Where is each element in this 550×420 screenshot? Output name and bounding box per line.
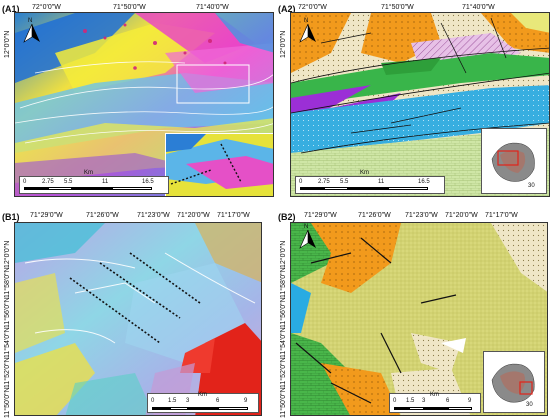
panel-b2-geologic-map: 30 0 1.5 3 6 9 Km	[290, 222, 548, 416]
b1-scale-seg-4	[218, 407, 248, 410]
b1-scale-label-4: 9	[244, 398, 248, 404]
b1-scale-seg-1	[152, 407, 170, 410]
a1-top-tick-2: 71°50'0"W	[113, 4, 146, 11]
b1-image	[15, 223, 261, 415]
b1-left-tick-1: 12°0'0"N	[4, 240, 11, 268]
b1-scale-label-1: 1.5	[168, 398, 177, 404]
a1-top-tick-1: 72°0'0"W	[32, 4, 61, 11]
a1-scale-bar: 0 2.75 5.5 11 16.5 Km	[19, 170, 169, 194]
b1-left-tick-3: 11°56'0"N	[4, 297, 11, 328]
b2-top-tick-5: 71°17'0"W	[485, 212, 518, 219]
a2-scale-label-4: 16.5	[418, 179, 430, 185]
a1-north-label: N	[28, 18, 33, 24]
b1-top-tick-4: 71°20'0"W	[177, 212, 210, 219]
a1-scale-seg-4	[112, 187, 152, 190]
a1-zoom-inset	[165, 133, 273, 196]
b1-left-tick-4: 11°54'0"N	[4, 327, 11, 358]
b1-left-tick-6: 11°50'0"N	[4, 387, 11, 418]
b1-scale-label-0: 0	[151, 398, 155, 404]
a1-scale-seg-3	[72, 187, 112, 190]
b2-top-tick-1: 71°29'0"W	[304, 212, 337, 219]
panel-a1-label: (A1)	[2, 4, 20, 14]
a1-scale-label-1: 2.75	[42, 179, 54, 185]
b2-scale-label-4: 9	[468, 398, 472, 404]
b1-top-tick-1: 71°29'0"W	[30, 212, 63, 219]
b1-left-tick-2: 11°58'0"N	[4, 267, 11, 298]
panel-a2-label: (A2)	[278, 4, 296, 14]
b1-scale-label-3: 6	[216, 398, 220, 404]
a2-top-tick-2: 71°50'0"W	[381, 4, 414, 11]
b2-north-arrow-icon	[298, 228, 318, 250]
a2-scale-label-1: 2.75	[318, 179, 330, 185]
panel-b2-label: (B2)	[278, 212, 296, 222]
a2-scale-bar: 0 2.75 5.5 11 16.5 Km	[295, 170, 445, 194]
a1-scale-seg-2	[48, 187, 72, 190]
b2-location-inset: 30	[483, 351, 545, 413]
panel-b1-label: (B1)	[2, 212, 20, 222]
a2-top-tick-1: 72°0'0"W	[298, 4, 327, 11]
b2-scale-seg-1	[394, 407, 409, 410]
b2-scale-bar: 0 1.5 3 6 9 Km	[389, 392, 481, 413]
b2-scale-seg-3	[424, 407, 448, 410]
b2-scale-seg-2	[409, 407, 424, 410]
b1-scale-seg-3	[188, 407, 218, 410]
b2-top-tick-2: 71°26'0"W	[358, 212, 391, 219]
a1-scale-label-2: 5.5	[64, 179, 73, 185]
a2-scale-label-2: 5.5	[340, 179, 349, 185]
b1-left-tick-5: 11°52'0"N	[4, 357, 11, 388]
b2-scale-label-3: 6	[446, 398, 450, 404]
a1-scale-seg-1	[24, 187, 48, 190]
a2-top-tick-3: 71°40'0"W	[462, 4, 495, 11]
a1-scale-unit: Km	[84, 170, 93, 176]
a1-north-arrow-icon	[22, 22, 42, 44]
a2-scale-seg-4	[388, 187, 428, 190]
b1-top-tick-2: 71°26'0"W	[86, 212, 119, 219]
b2-top-tick-4: 71°20'0"W	[445, 212, 478, 219]
b2-scale-unit: Km	[430, 392, 439, 398]
panel-b1-satellite-map: 0 1.5 3 6 9 Km	[14, 222, 262, 416]
a1-scale-label-4: 16.5	[142, 179, 154, 185]
b2-left-tick-6: 11°50'0"N	[280, 387, 287, 418]
b2-left-tick-2: 11°58'0"N	[280, 267, 287, 298]
a2-scale-seg-3	[348, 187, 388, 190]
a1-scale-label-0: 0	[23, 179, 27, 185]
b2-top-tick-3: 71°23'0"W	[405, 212, 438, 219]
a2-left-tick-1: 12°0'0"N	[280, 30, 287, 58]
a1-scale-label-3: 11	[102, 179, 109, 185]
b1-top-tick-3: 71°23'0"W	[137, 212, 170, 219]
a2-location-inset: 30	[481, 128, 547, 194]
a2-scale-seg-1	[300, 187, 324, 190]
a2-scale-label-3: 11	[378, 179, 385, 185]
b2-north-label: N	[304, 224, 309, 230]
b2-left-tick-4: 11°54'0"N	[280, 327, 287, 358]
a2-north-label: N	[304, 18, 309, 24]
b1-scale-seg-2	[170, 407, 188, 410]
b2-scale-label-0: 0	[393, 398, 397, 404]
b2-left-tick-3: 11°56'0"N	[280, 297, 287, 328]
a1-top-tick-3: 71°40'0"W	[196, 4, 229, 11]
b2-left-tick-5: 11°52'0"N	[280, 357, 287, 388]
b1-scale-unit: Km	[198, 392, 207, 398]
b2-inset-scale-label: 30	[526, 402, 533, 408]
a2-north-arrow-icon	[298, 22, 318, 44]
a2-scale-label-0: 0	[299, 179, 303, 185]
a2-scale-unit: Km	[360, 170, 369, 176]
b2-scale-seg-4	[448, 407, 472, 410]
b1-scale-label-2: 3	[186, 398, 190, 404]
b2-left-tick-1: 12°0'0"N	[280, 240, 287, 268]
a1-left-tick-1: 12°0'0"N	[4, 30, 11, 58]
panel-a1-satellite-map: 0 2.75 5.5 11 16.5 Km	[14, 12, 274, 197]
b2-scale-label-1: 1.5	[406, 398, 415, 404]
b2-scale-label-2: 3	[422, 398, 426, 404]
a2-scale-seg-2	[324, 187, 348, 190]
a2-inset-scale-label: 30	[528, 183, 535, 189]
b1-scale-bar: 0 1.5 3 6 9 Km	[147, 392, 259, 413]
b1-top-tick-5: 71°17'0"W	[217, 212, 250, 219]
panel-a2-geologic-map: 30 0 2.75 5.5 11 16.5 Km	[290, 12, 550, 197]
